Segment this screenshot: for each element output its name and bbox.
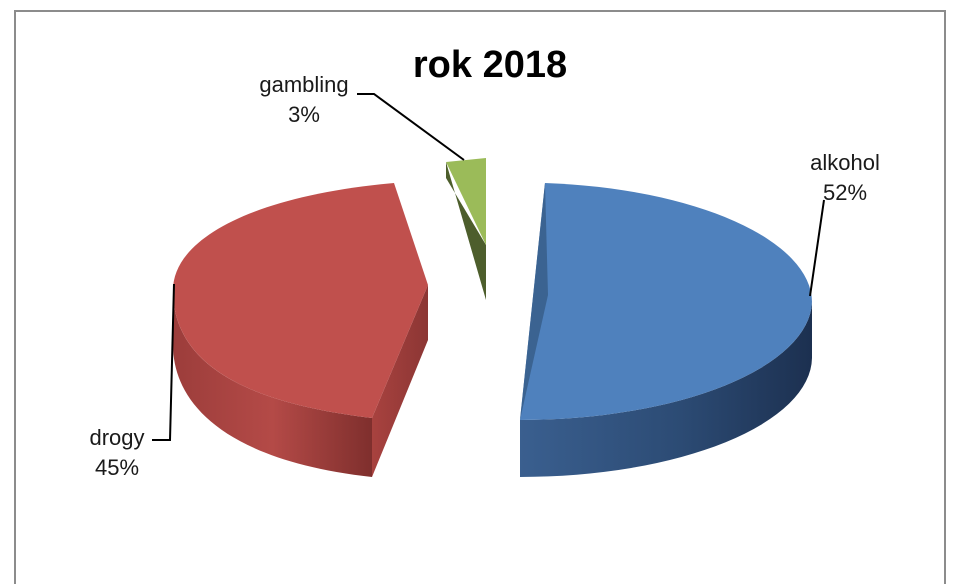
label-drogy-value: 45% [95,455,139,480]
leader-line-drogy [152,283,175,441]
slice-drogy [173,183,428,477]
slice-alkohol [520,183,812,477]
slice-gambling-top [446,158,486,245]
label-alkohol-name: alkohol [810,150,880,175]
label-drogy-name: drogy [89,425,144,450]
slice-drogy-cut [372,285,428,477]
slice-alkohol-side [520,302,812,477]
label-gambling-value: 3% [288,102,320,127]
slice-gambling-cut [446,162,486,300]
chart-title: rok 2018 [413,44,567,86]
label-alkohol-value: 52% [823,180,867,205]
leader-line-gambling [357,93,465,161]
slice-drogy-top [173,183,428,418]
slice-gambling [446,158,486,300]
slice-alkohol-top [520,183,812,420]
label-gambling-name: gambling [259,72,348,97]
leader-line-alkohol [809,199,825,297]
slice-alkohol-cut [520,183,548,420]
slice-drogy-side [173,290,372,477]
